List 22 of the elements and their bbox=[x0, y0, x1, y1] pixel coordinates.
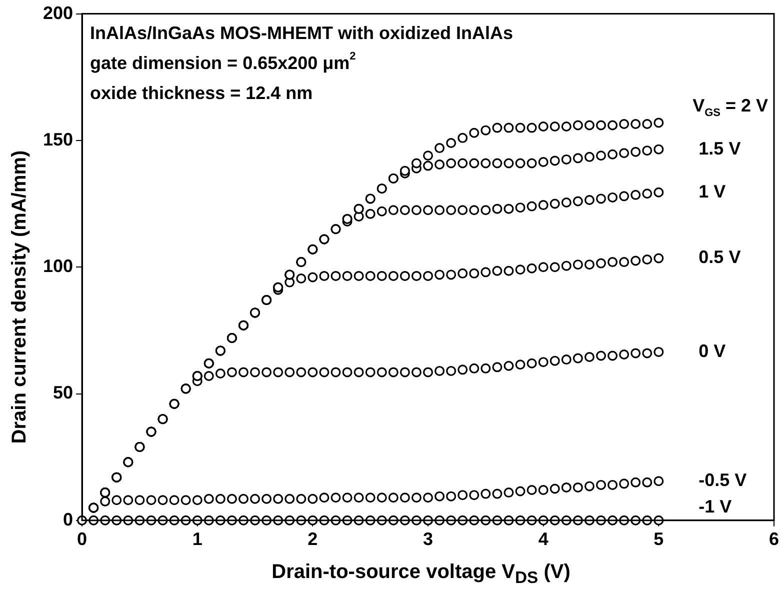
x-tick-label: 6 bbox=[768, 529, 779, 550]
annotation: oxide thickness = 12.4 nm bbox=[90, 82, 313, 103]
series-label: 1 V bbox=[698, 181, 726, 202]
text: -1 V bbox=[698, 496, 732, 516]
x-tick-label: 0 bbox=[77, 529, 88, 550]
series-label: 0 V bbox=[698, 340, 726, 361]
y-tick-label: 150 bbox=[42, 129, 74, 150]
y-tick-label: 50 bbox=[53, 382, 74, 403]
series-label: -0.5 V bbox=[698, 470, 747, 490]
annotation: InAlAs/InGaAs MOS-MHEMT with oxidized InAlAs bbox=[90, 22, 514, 43]
x-tick-label: 4 bbox=[538, 529, 548, 550]
x-axis-title: Drain-to-source voltage V$_{DS}$ (V) bbox=[270, 561, 572, 588]
y-axis-title: Drain current density (mA/mm) bbox=[8, 150, 32, 444]
y-tick-label: 100 bbox=[42, 256, 74, 276]
x-tick-label: 2 bbox=[308, 529, 318, 550]
series-label: 1.5 V bbox=[698, 138, 741, 158]
y-tick-label: 200 bbox=[42, 2, 74, 23]
x-tick-label: 1 bbox=[192, 529, 202, 550]
x-tick-label: 5 bbox=[654, 529, 664, 550]
series-label: 0.5 V bbox=[698, 247, 741, 268]
x-tick-label: 3 bbox=[423, 529, 434, 550]
y-tick-label: 0 bbox=[63, 509, 74, 530]
